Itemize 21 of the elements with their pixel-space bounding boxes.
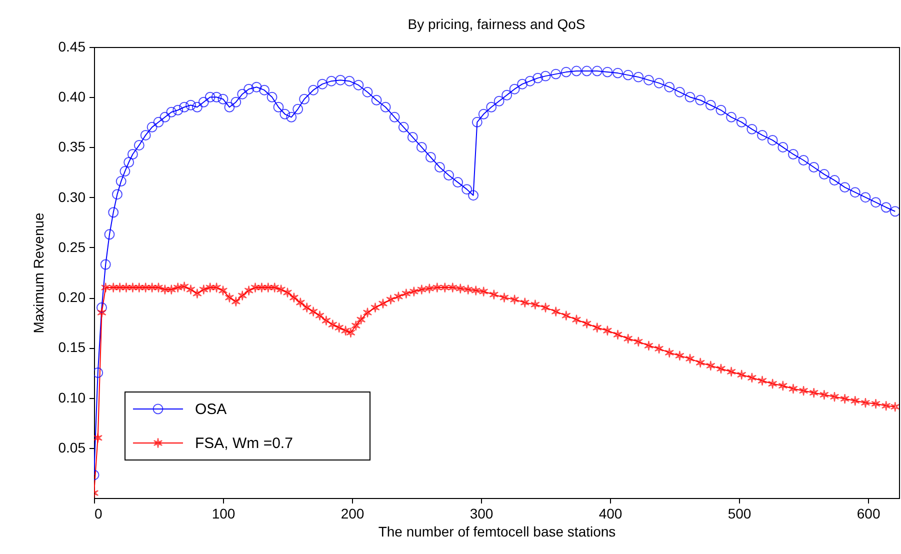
x-tick-label: 300: [470, 506, 494, 522]
x-tick-label: 200: [340, 506, 364, 522]
x-tick-label: 100: [212, 506, 236, 522]
y-tick-label: 0.15: [58, 339, 86, 356]
y-tick-label: 0.45: [58, 38, 86, 54]
legend-label: OSA: [195, 401, 227, 418]
y-tick-label: 0.10: [58, 389, 86, 406]
y-tick-label: 0.30: [58, 188, 86, 205]
y-tick-label: 0.25: [58, 238, 86, 255]
y-tick-label: 0.40: [58, 88, 86, 105]
x-tick-label: 400: [598, 506, 622, 522]
x-tick-label: 500: [728, 506, 752, 522]
legend-label: FSA, Wm =0.7: [195, 435, 293, 452]
x-tick-label: 0: [94, 506, 102, 522]
x-axis-title: The number of femtocell base stations: [378, 524, 616, 540]
x-tick-label: 600: [856, 506, 880, 522]
y-tick-label: 0.20: [58, 289, 86, 306]
y-tick-label: 0.35: [58, 138, 86, 155]
y-tick-label: 0.05: [58, 439, 86, 456]
y-axis-title: Maximum Revenue: [30, 212, 46, 334]
chart-title: By pricing, fairness and QoS: [408, 16, 586, 32]
